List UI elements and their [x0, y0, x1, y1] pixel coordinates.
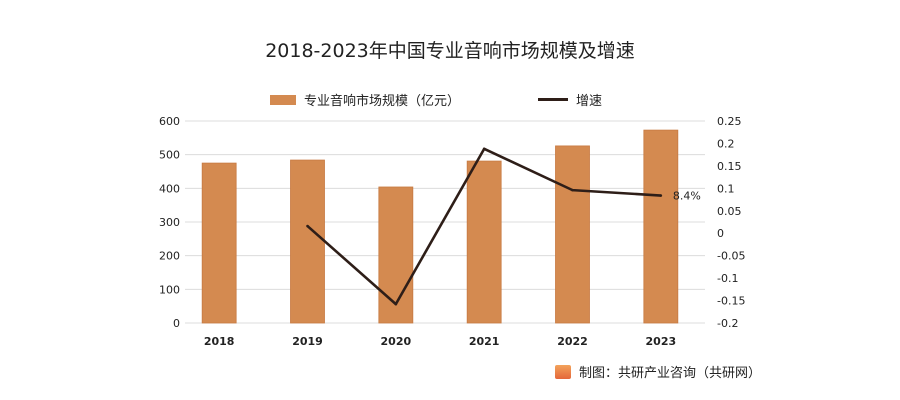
bar-2021 — [466, 160, 502, 324]
left-tick-label: 100 — [159, 283, 180, 296]
annotation-label: 8.4% — [673, 190, 701, 203]
right-tick-label: -0.2 — [717, 317, 738, 330]
chart-title: 2018-2023年中国专业音响市场规模及增速 — [265, 40, 635, 62]
left-tick-label: 400 — [159, 182, 180, 195]
x-tick-label: 2021 — [469, 335, 500, 348]
growth-point — [394, 302, 398, 306]
right-tick-label: -0.1 — [717, 272, 738, 285]
source-note: 制图：共研产业咨询（共研网） — [555, 362, 761, 381]
left-tick-label: 500 — [159, 149, 180, 162]
left-tick-label: 600 — [159, 115, 180, 128]
growth-point — [306, 224, 309, 228]
x-tick-label: 2020 — [381, 335, 412, 348]
logo-icon — [555, 364, 571, 379]
right-tick-label: 0.15 — [717, 160, 742, 173]
legend: 专业音响市场规模（亿元） 增速 — [270, 90, 602, 109]
left-tick-label: 200 — [159, 250, 180, 263]
right-tick-label: -0.05 — [717, 250, 745, 263]
growth-point — [571, 188, 574, 192]
x-tick-label: 2022 — [557, 335, 588, 348]
bar-2022 — [555, 145, 590, 324]
bar-2019 — [290, 159, 325, 324]
legend-swatch-bar — [270, 94, 296, 105]
bar-2018 — [201, 162, 237, 324]
x-tick-label: 2023 — [646, 335, 677, 348]
right-tick-label: 0 — [717, 227, 724, 240]
bar-2020 — [378, 186, 414, 324]
right-tick-label: 0.05 — [717, 205, 742, 218]
x-tick-label: 2019 — [292, 335, 323, 348]
bar-2023 — [643, 129, 679, 324]
legend-swatch-line — [538, 98, 569, 101]
left-tick-label: 300 — [159, 216, 180, 229]
right-tick-label: 0.25 — [717, 115, 742, 128]
right-tick-label: -0.15 — [717, 295, 745, 308]
right-tick-label: 0.2 — [717, 137, 735, 150]
right-tick-label: 0.1 — [717, 182, 735, 195]
legend-label-bar: 专业音响市场规模（亿元） — [304, 94, 461, 109]
source-text: 制图：共研产业咨询（共研网） — [579, 366, 762, 381]
x-tick-label: 2018 — [204, 335, 235, 348]
growth-point — [659, 194, 663, 197]
left-tick-label: 0 — [173, 317, 180, 330]
growth-point — [482, 147, 486, 151]
legend-label-line: 增速 — [576, 94, 603, 109]
